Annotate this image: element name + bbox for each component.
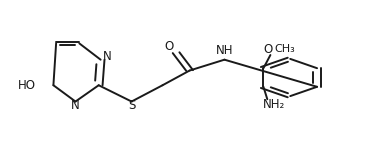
Text: O: O: [264, 43, 273, 56]
Text: O: O: [164, 40, 174, 53]
Text: NH: NH: [216, 44, 233, 57]
Text: HO: HO: [18, 79, 36, 92]
Text: NH₂: NH₂: [263, 98, 285, 111]
Text: S: S: [128, 99, 135, 112]
Text: N: N: [103, 50, 111, 63]
Text: N: N: [71, 99, 80, 112]
Text: CH₃: CH₃: [275, 44, 296, 54]
